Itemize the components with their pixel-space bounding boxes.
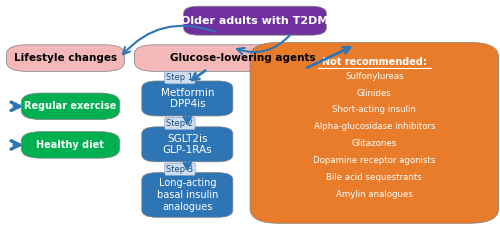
Text: Dopamine receptor agonists: Dopamine receptor agonists: [313, 156, 436, 165]
FancyBboxPatch shape: [6, 45, 124, 71]
Text: Step 2: Step 2: [166, 119, 194, 128]
Text: Sulfonylureas: Sulfonylureas: [345, 72, 404, 81]
Text: Alpha-glucosidase inhibitors: Alpha-glucosidase inhibitors: [314, 122, 435, 131]
Text: Lifestyle changes: Lifestyle changes: [14, 53, 117, 63]
FancyBboxPatch shape: [142, 127, 233, 162]
Text: Metformin
DPP4is: Metformin DPP4is: [160, 88, 214, 109]
Text: Bile acid sequestrants: Bile acid sequestrants: [326, 173, 422, 182]
Text: Regular exercise: Regular exercise: [24, 101, 116, 111]
Text: Glucose-lowering agents: Glucose-lowering agents: [170, 53, 316, 63]
FancyBboxPatch shape: [142, 81, 233, 116]
FancyBboxPatch shape: [184, 6, 326, 35]
Text: Glitazones: Glitazones: [352, 139, 397, 148]
Text: Amylin analogues: Amylin analogues: [336, 190, 413, 199]
FancyBboxPatch shape: [21, 93, 119, 120]
FancyBboxPatch shape: [142, 173, 233, 217]
FancyBboxPatch shape: [21, 132, 119, 158]
Text: SGLT2is
GLP-1RAs: SGLT2is GLP-1RAs: [162, 133, 212, 155]
Text: Long-acting
basal insulin
analogues: Long-acting basal insulin analogues: [156, 178, 218, 212]
Text: Glinides: Glinides: [357, 89, 392, 98]
Text: Healthy diet: Healthy diet: [36, 140, 104, 150]
FancyBboxPatch shape: [250, 42, 498, 223]
Text: Step 1: Step 1: [166, 73, 194, 82]
Text: Not recommended:: Not recommended:: [322, 57, 427, 67]
Text: Step 3: Step 3: [166, 165, 194, 174]
FancyBboxPatch shape: [134, 45, 351, 71]
Text: Short-acting insulin: Short-acting insulin: [332, 105, 416, 114]
Text: Older adults with T2DM: Older adults with T2DM: [182, 16, 328, 26]
